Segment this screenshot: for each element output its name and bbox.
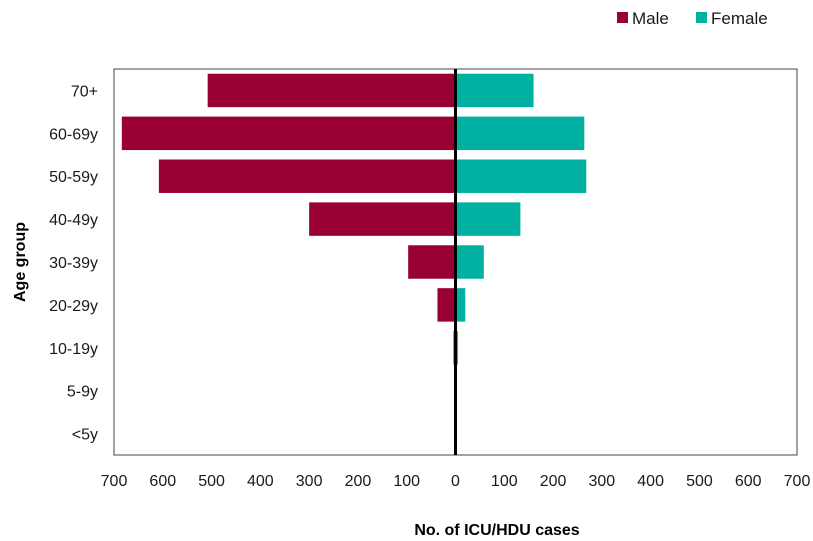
bar-male-1 [121,116,456,151]
y-tick-label: 30-39y [49,255,98,272]
bar-male-5 [437,288,456,322]
x-tick-label: 500 [686,473,713,490]
legend-swatch-female [696,12,707,23]
x-tick-label: 400 [637,473,664,490]
y-tick-label: 70+ [71,83,98,100]
bar-male-4 [408,245,456,279]
y-tick-label: <5y [72,427,98,444]
legend-swatch-male [617,12,628,23]
y-tick-labels: 70+ 60-69y 50-59y 40-49y 30-39y 20-29y 10-19y 5… [49,83,98,443]
bar-female-0 [455,73,534,108]
x-tick-label: 200 [540,473,567,490]
x-tick-label: 700 [784,473,811,490]
x-tick-label: 500 [198,473,225,490]
x-tick-label: 400 [247,473,274,490]
bar-male-3 [309,202,456,236]
x-tick-label: 200 [345,473,372,490]
bar-male-0 [207,73,456,108]
x-tick-label: 300 [296,473,323,490]
x-tick-label: 600 [735,473,762,490]
x-tick-label: 100 [393,473,420,490]
y-tick-label: 10-19y [49,341,98,358]
bar-female-4 [455,245,484,279]
y-tick-label: 50-59y [49,169,98,186]
legend-label-male: Male [632,9,669,28]
y-tick-label: 20-29y [49,298,98,315]
y-tick-label: 5-9y [67,384,98,401]
x-tick-label: 600 [149,473,176,490]
bar-female-1 [455,116,585,151]
legend: Male Female [617,9,768,28]
y-tick-label: 40-49y [49,212,98,229]
bars-group [121,73,587,365]
bar-female-5 [455,288,466,322]
x-tick-labels: 700 600 500 400 300 200 100 0 100 200 300 400 500 600… [101,473,811,490]
x-tick-label: 700 [101,473,128,490]
legend-label-female: Female [711,9,768,28]
bar-female-3 [455,202,521,236]
x-tick-label: 300 [589,473,616,490]
x-tick-label: 100 [491,473,518,490]
x-axis-title: No. of ICU/HDU cases [414,522,579,539]
y-tick-label: 60-69y [49,126,98,143]
y-axis-title: Age group [12,222,29,302]
bar-male-2 [158,159,456,193]
x-tick-label: 0 [451,473,460,490]
bar-female-2 [455,159,587,193]
